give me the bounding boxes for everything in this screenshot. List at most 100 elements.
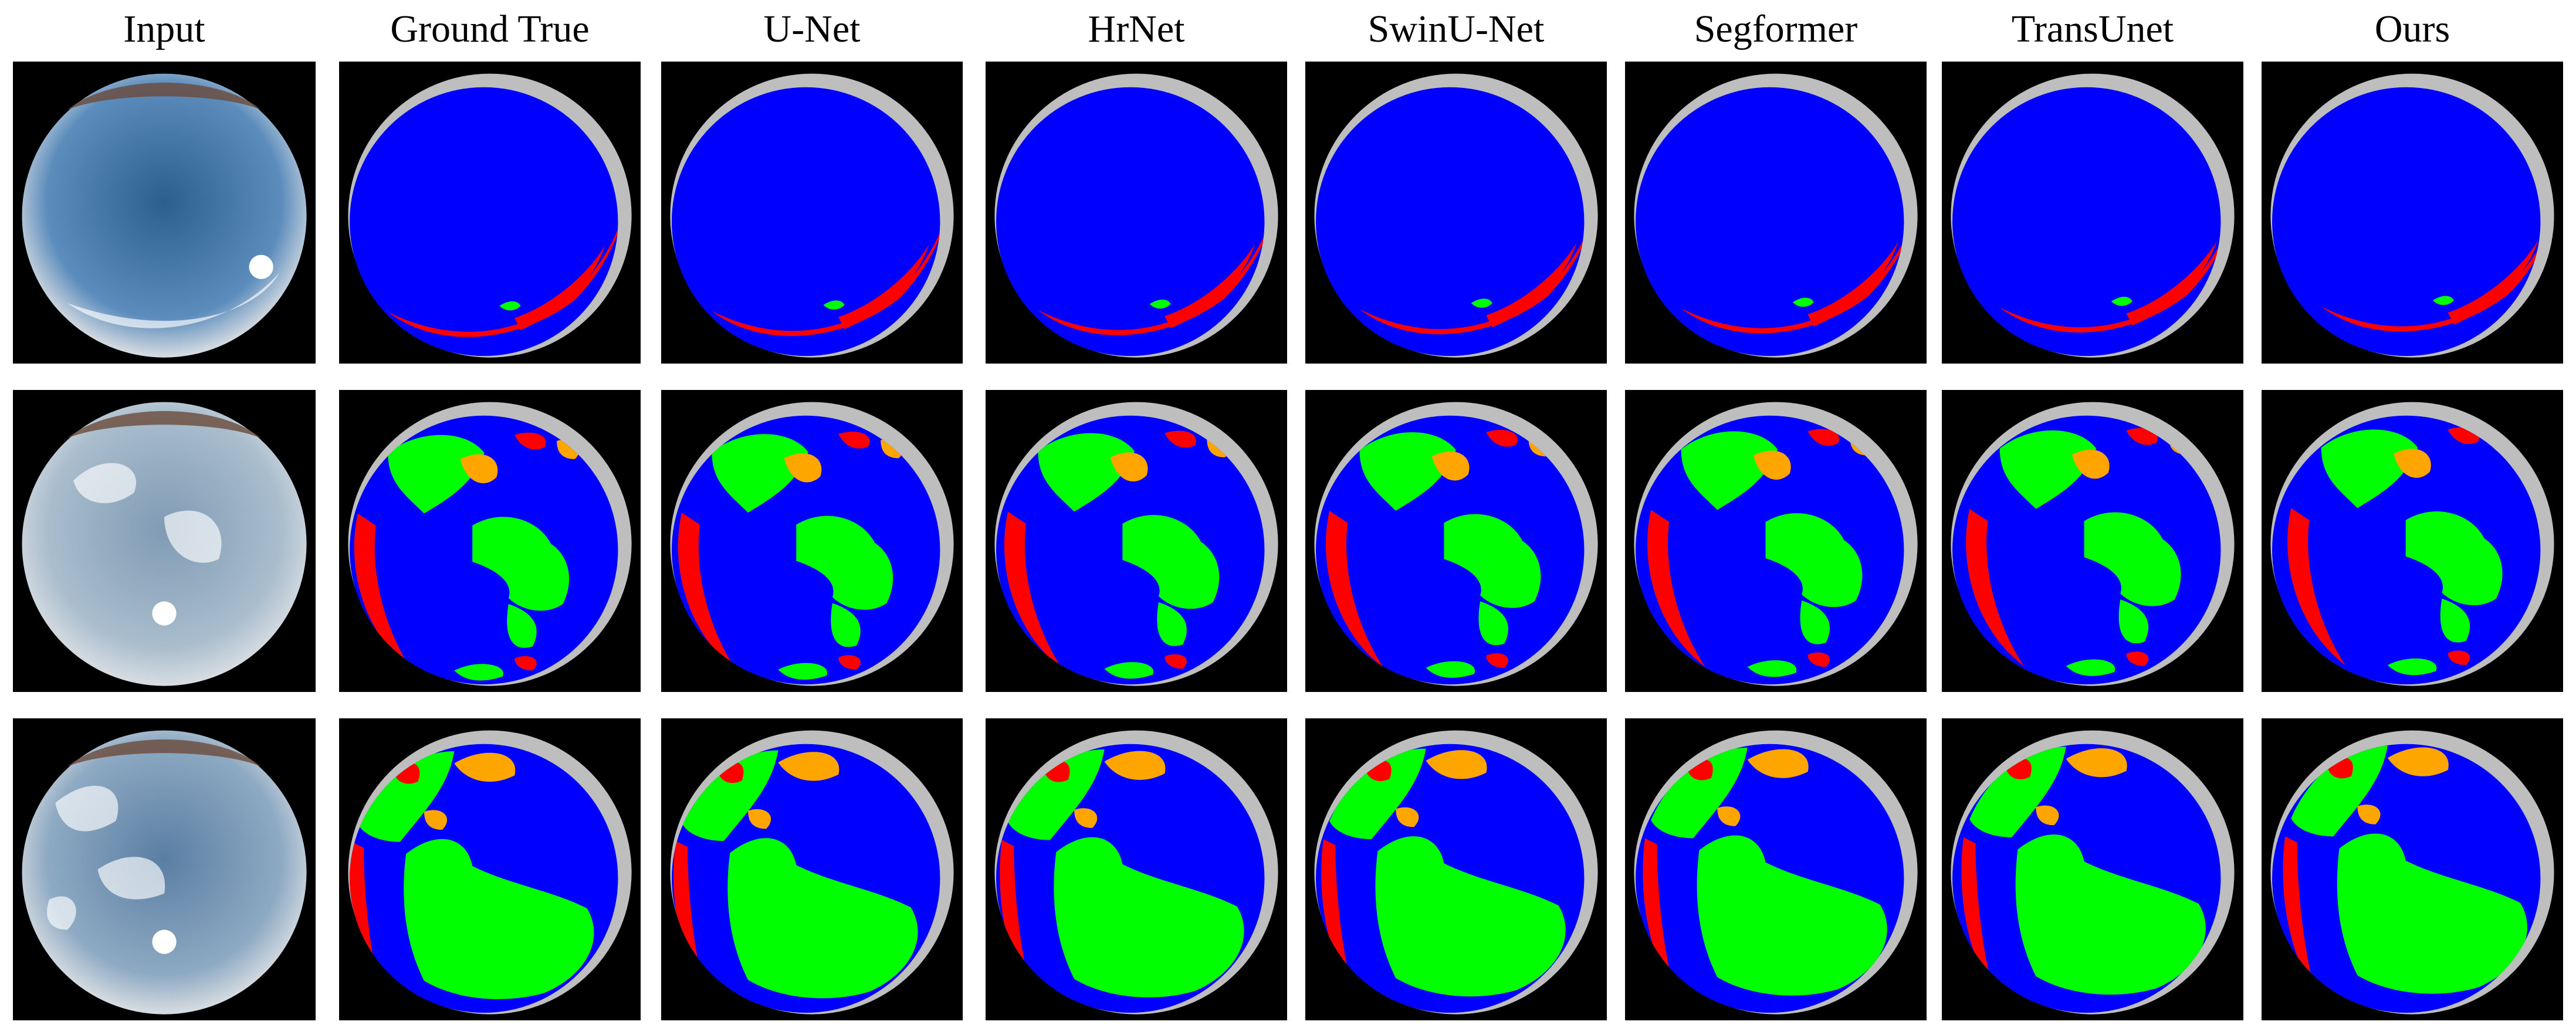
cloud-thin-region xyxy=(514,432,546,450)
segmentation-mask-cell xyxy=(1942,718,2243,1020)
cloud-thick-region xyxy=(1038,433,1135,512)
cloud-edge-region xyxy=(748,809,771,829)
segmentation-mask-cell xyxy=(986,718,1287,1020)
column-header: Segformer xyxy=(1694,8,1858,50)
column-header: Ground True xyxy=(390,8,590,50)
cloud-thick-region xyxy=(1800,600,1830,644)
cloud-thick-region xyxy=(1792,297,1814,307)
cloud-edge-region xyxy=(2036,805,2059,826)
cloud-thin-region xyxy=(1486,430,1518,447)
fisheye-sky-photo xyxy=(22,402,307,686)
segmentation-mask xyxy=(670,73,954,358)
cloud-thick-region xyxy=(831,603,861,647)
cloud-edge-region xyxy=(1104,751,1166,780)
segmentation-mask xyxy=(994,402,1278,686)
sun xyxy=(152,929,177,954)
cloud-thick-region xyxy=(1359,432,1456,511)
cloud-thick-region xyxy=(1426,661,1475,678)
cloud-thin-region xyxy=(1165,654,1187,669)
cloud-thin-region xyxy=(354,513,412,671)
segmentation-mask-cell xyxy=(986,62,1287,364)
sky-region xyxy=(1952,87,2221,357)
cloud-thick-region xyxy=(1008,749,1105,840)
cloud-thin-region xyxy=(1807,652,1830,667)
cloud-thick-region xyxy=(2118,599,2149,644)
cloud-thin-region xyxy=(2126,651,2149,666)
cloud-thick-region xyxy=(2084,512,2181,606)
cloud-thin-region xyxy=(388,191,618,337)
cloud-thick-region xyxy=(1651,747,1748,839)
cloud-edge-region xyxy=(1717,806,1741,826)
cloud-edge-region xyxy=(424,810,448,830)
cloud xyxy=(73,463,137,504)
segmentation-mask-cell xyxy=(1625,62,1927,364)
segmentation-mask-cell xyxy=(339,718,641,1020)
input-image-cell xyxy=(13,718,316,1020)
cloud-thin-region xyxy=(712,190,940,337)
cloud-thick-region xyxy=(357,751,455,842)
cloud-thick-region xyxy=(2321,429,2418,508)
segmentation-mask-cell xyxy=(2262,62,2563,364)
cloud-thick-region xyxy=(681,750,778,841)
cloud-thick-region xyxy=(1104,662,1154,679)
cloud-thin-region xyxy=(2448,240,2538,325)
cloud-thick-region xyxy=(1054,837,1244,997)
cloud-thin-region xyxy=(1359,188,1585,334)
cloud-thin-region xyxy=(673,841,706,998)
cloud-thick-region xyxy=(2440,598,2470,643)
sky-image xyxy=(22,402,307,686)
segmentation-mask xyxy=(994,730,1278,1014)
cloud-thin-region xyxy=(2321,185,2541,332)
sky-region xyxy=(349,87,618,357)
segmentation-mask-cell xyxy=(661,62,963,364)
cloud-thick-region xyxy=(1471,298,1492,308)
cloud xyxy=(55,786,119,832)
cloud-thick-region xyxy=(1157,602,1187,646)
sun xyxy=(152,601,177,626)
segmentation-mask-cell xyxy=(339,390,641,692)
segmentation-mask-cell xyxy=(2262,718,2563,1020)
sky-image xyxy=(22,730,307,1014)
cloud-edge-region xyxy=(2357,805,2381,824)
cloud-thick-region xyxy=(388,435,485,514)
cloud-thick-region xyxy=(2337,833,2527,994)
cloud-thin-region xyxy=(1038,189,1265,335)
segmentation-mask xyxy=(2270,730,2554,1014)
segmentation-mask-cell xyxy=(1942,390,2243,692)
segmentation-mask xyxy=(1314,730,1598,1014)
cloud-thick-region xyxy=(2387,658,2437,676)
cloud-thin-region xyxy=(514,656,537,671)
cloud-thin-region xyxy=(2283,836,2316,994)
input-image-cell xyxy=(13,390,316,692)
cloud xyxy=(97,857,165,900)
cloud-edge-region xyxy=(1074,808,1098,828)
segmentation-mask xyxy=(670,730,954,1014)
cloud-edge-region xyxy=(784,453,822,483)
cloud-thick-region xyxy=(2015,834,2206,995)
cloud-thin-region xyxy=(1807,429,1839,446)
segmentation-mask xyxy=(348,730,632,1014)
cloud-thick-region xyxy=(1375,836,1566,997)
segmentation-mask xyxy=(348,73,632,358)
cloud-edge-region xyxy=(460,454,498,484)
cloud-edge-region xyxy=(2394,449,2431,478)
cloud-edge-region xyxy=(1396,807,1419,827)
segmentation-mask xyxy=(2270,402,2554,686)
cloud-edge-region xyxy=(1426,750,1487,779)
cloud-thick-region xyxy=(1999,430,2097,509)
cloud-thick-region xyxy=(1478,601,1508,646)
cloud-thin-region xyxy=(2448,650,2470,666)
horizon-rim xyxy=(67,411,262,439)
segmentation-mask-cell xyxy=(1305,390,1607,692)
cloud-edge-region xyxy=(2072,449,2110,479)
cloud-thin-region xyxy=(1004,511,1062,669)
cloud-thick-region xyxy=(778,663,828,680)
segmentation-mask xyxy=(1634,730,1918,1014)
cloud-thick-region xyxy=(499,301,521,311)
cloud-thick-region xyxy=(2432,296,2454,306)
cloud-thick-region xyxy=(1969,746,2066,837)
cloud-thick-region xyxy=(1329,748,1426,839)
cloud-thin-region xyxy=(1681,187,1904,334)
cloud-thick-region xyxy=(796,515,893,610)
segmentation-mask xyxy=(1634,73,1918,358)
